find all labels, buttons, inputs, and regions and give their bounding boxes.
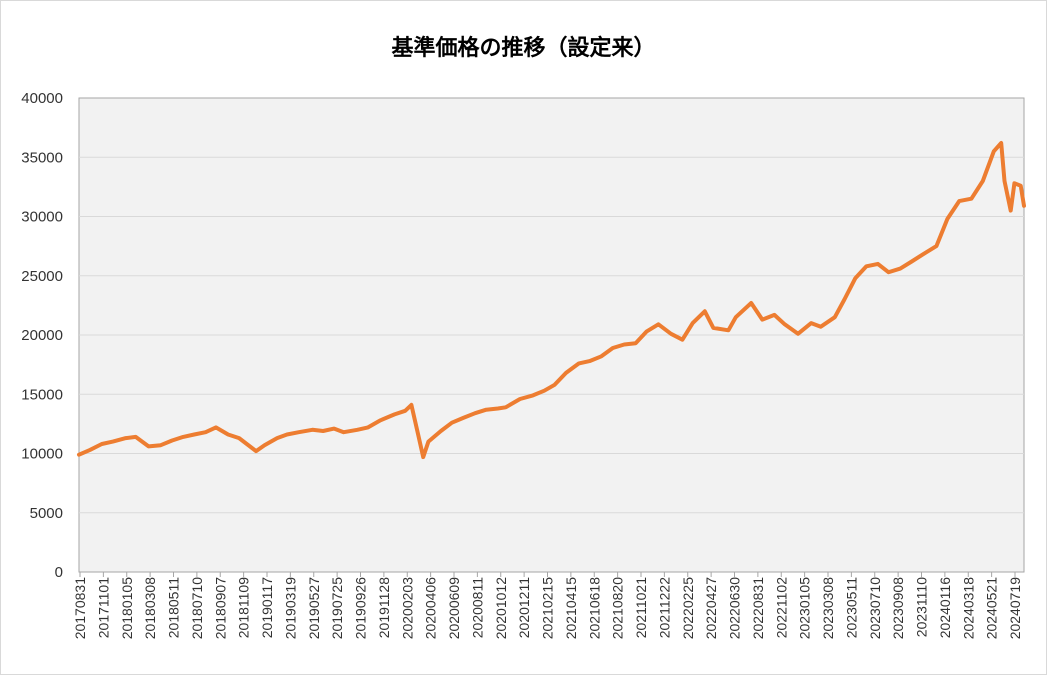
x-tick-label: 20221102 bbox=[773, 577, 789, 638]
x-tick-label: 20240719 bbox=[1007, 577, 1023, 640]
y-tick-label: 30000 bbox=[21, 209, 63, 226]
x-tick-label: 20201012 bbox=[493, 577, 509, 640]
x-tick-label: 20191128 bbox=[376, 577, 392, 638]
x-tick-label: 20240116 bbox=[937, 577, 953, 638]
x-tick-label: 20210415 bbox=[563, 577, 579, 640]
x-tick-label: 20180907 bbox=[212, 577, 228, 640]
x-tick-label: 20170831 bbox=[72, 577, 88, 640]
x-tick-label: 20220630 bbox=[727, 577, 743, 640]
y-tick-label: 5000 bbox=[30, 505, 63, 522]
x-tick-label: 20220831 bbox=[750, 577, 766, 640]
chart-title: 基準価格の推移（設定来） bbox=[391, 36, 656, 61]
x-tick-label: 20190926 bbox=[353, 577, 369, 640]
x-tick-label: 20200609 bbox=[446, 577, 462, 640]
x-tick-label: 20210820 bbox=[610, 577, 626, 640]
y-tick-label: 0 bbox=[55, 564, 63, 581]
x-tick-label: 20200406 bbox=[423, 577, 439, 640]
x-tick-label: 20230308 bbox=[820, 577, 836, 640]
x-tick-label: 20230511 bbox=[843, 577, 859, 638]
gridlines bbox=[79, 156, 1024, 514]
x-tick-label: 20190725 bbox=[329, 577, 345, 640]
x-tick-label: 20230710 bbox=[867, 577, 883, 640]
x-tick-label: 20180710 bbox=[189, 577, 205, 640]
x-tick-label: 20190117 bbox=[259, 577, 275, 638]
x-tick-label: 20230908 bbox=[890, 577, 906, 640]
series-line bbox=[77, 141, 1026, 460]
x-tick-label: 20210618 bbox=[586, 577, 602, 640]
y-tick-label: 25000 bbox=[21, 268, 63, 285]
x-tick-label: 20231110 bbox=[914, 577, 930, 637]
y-tick-label: 15000 bbox=[21, 386, 63, 403]
x-tick-label: 20211021 bbox=[633, 577, 649, 638]
x-axis: 20170831 20171101 20180105 20180308 20180511… bbox=[72, 572, 1023, 639]
x-tick-label: 20190319 bbox=[282, 577, 298, 640]
x-tick-label: 20240318 bbox=[960, 577, 976, 640]
x-tick-label: 20220427 bbox=[703, 577, 719, 640]
y-tick-label: 20000 bbox=[21, 327, 63, 344]
x-tick-label: 20200203 bbox=[399, 577, 415, 640]
y-tick-label: 40000 bbox=[21, 90, 63, 107]
y-axis: 0 5000 10000 15000 20000 25000 30000 35000 40000 bbox=[21, 90, 63, 581]
x-tick-label: 20240521 bbox=[984, 577, 1000, 640]
x-tick-label: 20171101 bbox=[95, 577, 111, 638]
x-tick-label: 20220225 bbox=[680, 577, 696, 640]
x-tick-label: 20230105 bbox=[797, 577, 813, 640]
x-tick-label: 20211222 bbox=[656, 577, 672, 638]
x-tick-label: 20181109 bbox=[236, 577, 252, 638]
x-tick-label: 20180105 bbox=[119, 577, 135, 640]
x-tick-label: 20210215 bbox=[540, 577, 556, 640]
y-tick-label: 35000 bbox=[21, 149, 63, 166]
series-layer bbox=[77, 141, 1026, 460]
x-tick-label: 20190527 bbox=[306, 577, 322, 640]
y-tick-label: 10000 bbox=[21, 446, 63, 463]
x-tick-label: 20180511 bbox=[166, 577, 182, 638]
x-tick-label: 20200811 bbox=[469, 577, 485, 638]
x-tick-label: 20201211 bbox=[516, 577, 532, 638]
x-tick-label: 20180308 bbox=[142, 577, 158, 640]
